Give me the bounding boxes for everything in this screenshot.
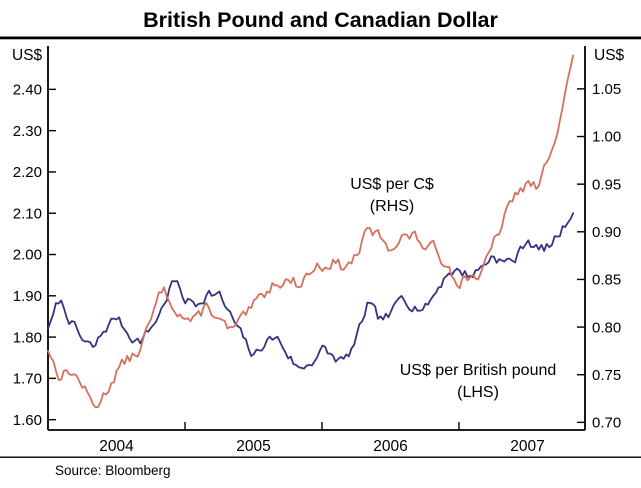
y-axis-left-tick-label: 2.20 <box>13 164 42 181</box>
x-axis-year-label: 2007 <box>510 438 544 455</box>
y-axis-left-tick-label: 2.00 <box>13 247 42 264</box>
axes: 1.60 1.70 1.80 1.90 2.00 2.10 2.20 2.30 2.40 0.70… <box>13 46 621 455</box>
y-axis-right-tick-label: 0.90 <box>592 224 621 241</box>
y-axis-right-tick-label: 0.85 <box>592 272 621 289</box>
x-axis-year-label: 2005 <box>236 438 270 455</box>
y-axis-left-tick-label: 1.80 <box>13 329 42 346</box>
right-axis-unit-label: US$ <box>594 47 625 64</box>
y-axis-right-tick-label: 0.70 <box>592 415 621 432</box>
y-axis-left-tick-label: 1.60 <box>13 412 42 429</box>
left-axis-unit-label: US$ <box>12 47 43 64</box>
title-rule <box>0 36 641 40</box>
y-axis-left-tick-label: 2.40 <box>13 82 42 99</box>
y-axis-right-tick-label: 0.75 <box>592 367 621 384</box>
cad-series-annotation-line1: US$ per C$ <box>350 176 434 193</box>
footer-rule <box>0 456 641 458</box>
series-line-gbp <box>47 212 574 370</box>
x-axis-year-label: 2006 <box>373 438 407 455</box>
y-axis-left-tick-label: 1.90 <box>13 288 42 305</box>
y-axis-right-tick-label: 1.00 <box>592 129 621 146</box>
series-lines <box>47 54 574 409</box>
y-axis-left-tick-label: 1.70 <box>13 371 42 388</box>
y-axis-right-tick-label: 0.95 <box>592 176 621 193</box>
gbp-series-annotation-line1: US$ per British pound <box>400 362 557 379</box>
y-axis-left-tick-label: 2.10 <box>13 205 42 222</box>
series-line-cad <box>47 54 574 409</box>
cad-series-annotation-line2: (RHS) <box>370 198 414 215</box>
y-axis-left-tick-label: 2.30 <box>13 123 42 140</box>
chart-title: British Pound and Canadian Dollar <box>143 8 498 32</box>
gbp-series-annotation-line2: (LHS) <box>457 384 499 401</box>
y-axis-right-tick-label: 0.80 <box>592 319 621 336</box>
x-axis-year-label: 2004 <box>99 438 134 455</box>
y-axis-right-tick-label: 1.05 <box>592 81 621 98</box>
source-note: Source: Bloomberg <box>55 463 171 478</box>
